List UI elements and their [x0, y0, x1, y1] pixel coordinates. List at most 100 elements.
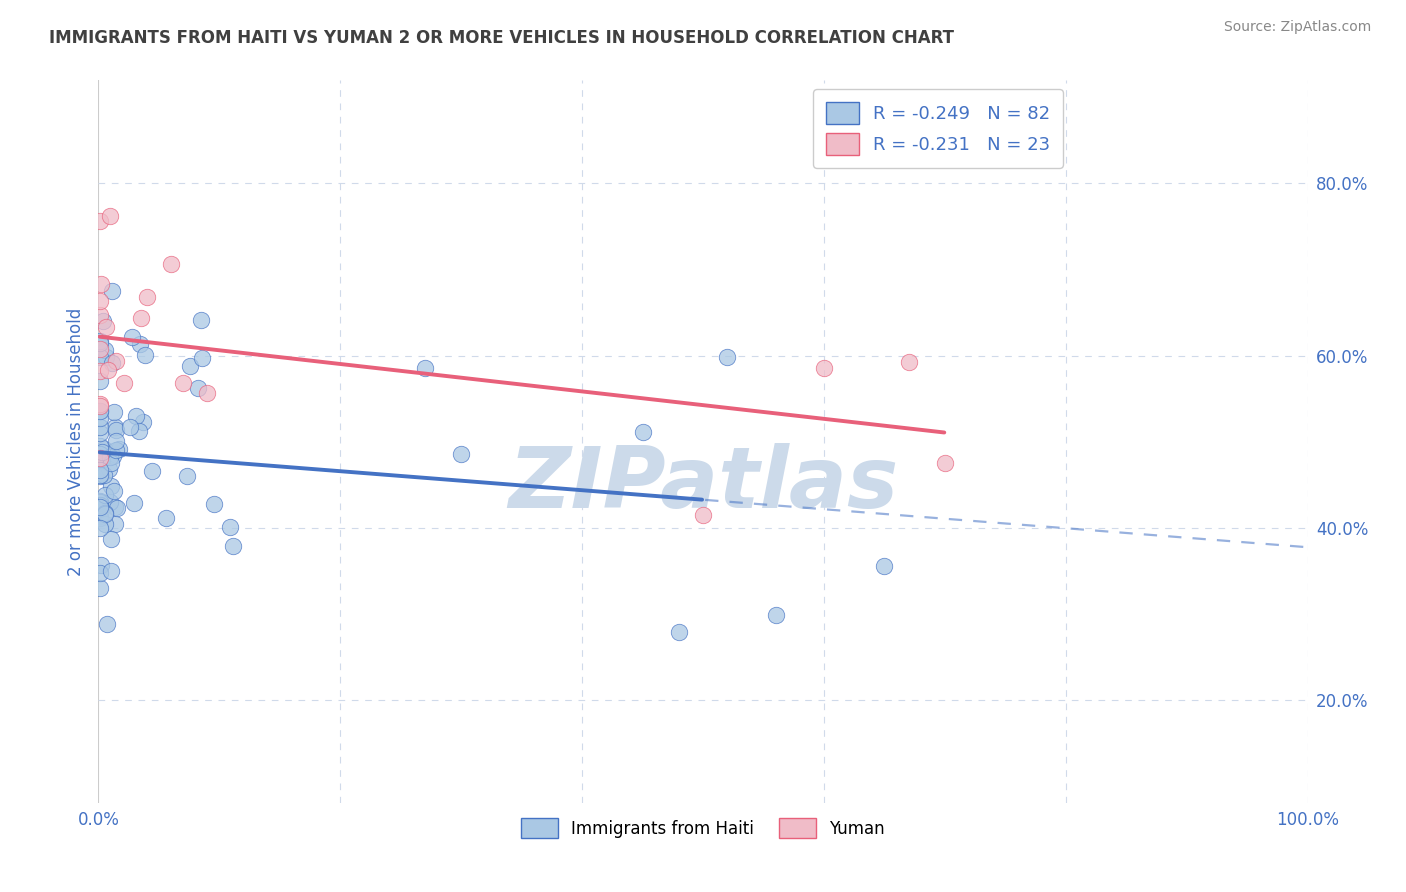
- Point: [124, 496, 146, 510]
- Point: [131, 415, 153, 429]
- Point: [112, 376, 135, 390]
- Point: [89, 410, 111, 425]
- Point: [160, 257, 183, 271]
- Point: [413, 360, 436, 375]
- Point: [129, 310, 152, 325]
- Point: [91, 451, 114, 466]
- Point: [176, 469, 198, 483]
- Point: [103, 405, 125, 419]
- Point: [141, 464, 163, 478]
- Point: [191, 351, 214, 366]
- Point: [89, 509, 111, 524]
- Point: [89, 350, 111, 364]
- Point: [89, 463, 111, 477]
- Point: [128, 425, 150, 439]
- Point: [100, 479, 122, 493]
- Point: [89, 343, 111, 357]
- Point: [202, 497, 225, 511]
- Point: [107, 442, 129, 456]
- Point: [96, 616, 118, 631]
- Point: [134, 348, 156, 362]
- Point: [98, 494, 121, 508]
- Point: [100, 456, 122, 470]
- Point: [89, 399, 111, 413]
- Point: [89, 447, 111, 461]
- Point: [190, 312, 212, 326]
- Point: [118, 420, 141, 434]
- Point: [94, 351, 117, 365]
- Point: [873, 559, 896, 574]
- Point: [101, 356, 124, 370]
- Point: [692, 508, 714, 522]
- Point: [765, 608, 787, 623]
- Point: [89, 468, 111, 483]
- Point: [897, 355, 920, 369]
- Point: [89, 510, 111, 524]
- Point: [89, 293, 111, 308]
- Point: [100, 532, 122, 546]
- Point: [94, 506, 117, 520]
- Point: [89, 500, 111, 515]
- Point: [218, 520, 240, 534]
- Point: [89, 404, 111, 418]
- Legend: Immigrants from Haiti, Yuman: Immigrants from Haiti, Yuman: [515, 812, 891, 845]
- Point: [668, 625, 690, 640]
- Point: [89, 468, 111, 483]
- Point: [104, 500, 127, 514]
- Point: [103, 419, 125, 434]
- Point: [89, 451, 111, 466]
- Point: [93, 467, 115, 482]
- Point: [97, 462, 120, 476]
- Point: [89, 494, 111, 508]
- Point: [103, 449, 125, 463]
- Point: [94, 507, 117, 521]
- Point: [222, 539, 245, 553]
- Point: [89, 425, 111, 440]
- Point: [94, 319, 117, 334]
- Point: [934, 456, 956, 470]
- Text: IMMIGRANTS FROM HAITI VS YUMAN 2 OR MORE VEHICLES IN HOUSEHOLD CORRELATION CHART: IMMIGRANTS FROM HAITI VS YUMAN 2 OR MORE…: [49, 29, 955, 46]
- Point: [187, 381, 209, 395]
- Point: [89, 495, 111, 509]
- Y-axis label: 2 or more Vehicles in Household: 2 or more Vehicles in Household: [66, 308, 84, 575]
- Point: [89, 439, 111, 453]
- Point: [89, 404, 111, 418]
- Point: [450, 447, 472, 461]
- Point: [89, 521, 111, 535]
- Point: [172, 376, 194, 391]
- Point: [179, 359, 201, 373]
- Text: Source: ZipAtlas.com: Source: ZipAtlas.com: [1223, 20, 1371, 34]
- Point: [135, 290, 157, 304]
- Point: [104, 354, 127, 368]
- Point: [100, 564, 122, 578]
- Point: [89, 334, 111, 348]
- Point: [93, 442, 115, 456]
- Point: [89, 364, 111, 378]
- Point: [105, 442, 128, 457]
- Point: [90, 277, 112, 291]
- Point: [97, 363, 120, 377]
- Point: [125, 409, 148, 424]
- Point: [121, 329, 143, 343]
- Point: [89, 397, 111, 411]
- Point: [195, 386, 218, 401]
- Point: [93, 343, 115, 358]
- Point: [89, 558, 111, 572]
- Point: [93, 516, 115, 531]
- Point: [104, 434, 127, 448]
- Text: ZIPatlas: ZIPatlas: [508, 443, 898, 526]
- Point: [631, 425, 654, 439]
- Point: [813, 360, 835, 375]
- Point: [89, 467, 111, 482]
- Point: [89, 335, 111, 350]
- Point: [89, 420, 111, 434]
- Point: [101, 284, 124, 298]
- Point: [105, 501, 128, 516]
- Point: [89, 499, 111, 513]
- Point: [89, 308, 111, 322]
- Point: [91, 314, 114, 328]
- Point: [89, 566, 111, 580]
- Point: [94, 488, 117, 502]
- Point: [89, 374, 111, 388]
- Point: [98, 450, 121, 465]
